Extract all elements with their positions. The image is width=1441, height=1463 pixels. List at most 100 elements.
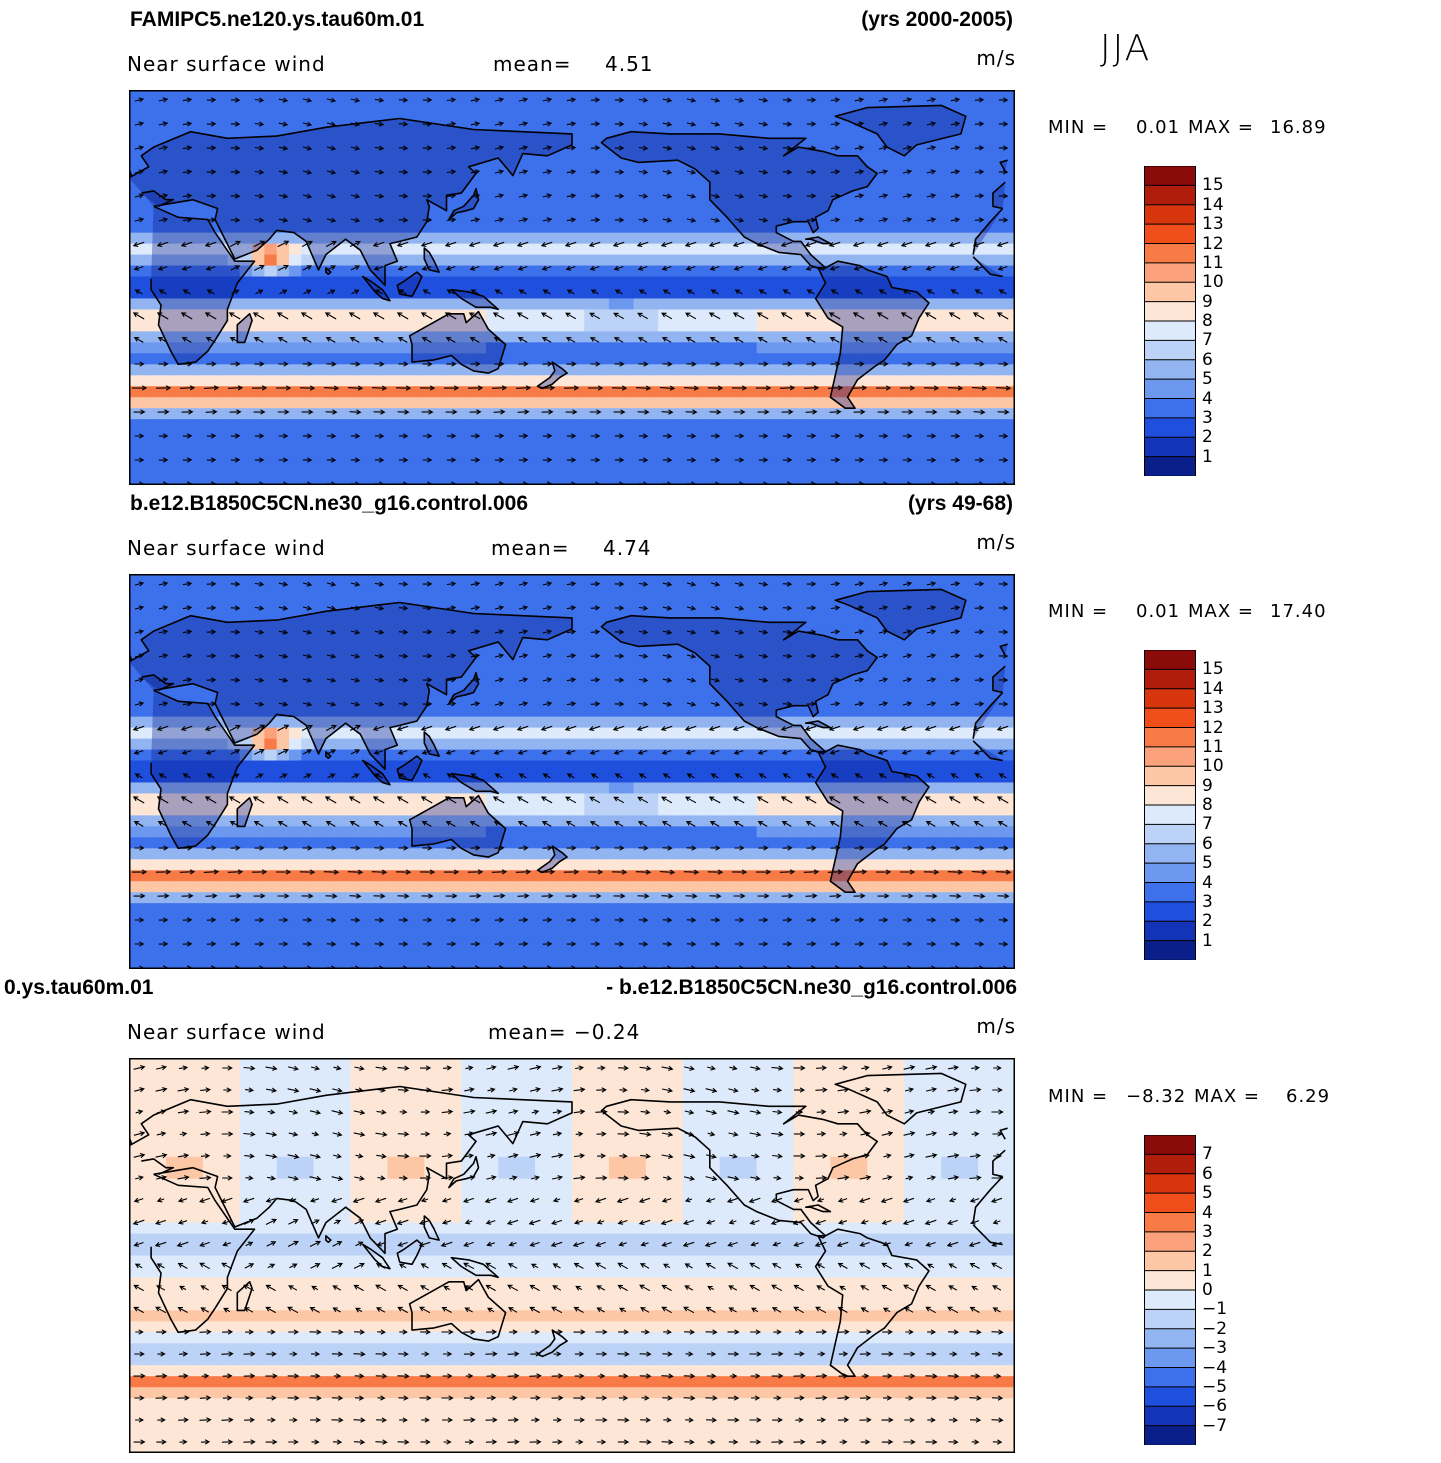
colorbar-tick-label: −5 — [1202, 1376, 1228, 1397]
colorbar-swatch — [1144, 1212, 1196, 1233]
panel-2-max-label: MAX = — [1188, 601, 1254, 622]
colorbar-tick-label: 7 — [1202, 330, 1213, 351]
colorbar-swatch — [1144, 650, 1196, 671]
colorbar-swatch — [1144, 456, 1196, 476]
colorbar-swatch — [1144, 688, 1196, 709]
colorbar-swatch — [1144, 359, 1196, 380]
continent-outlines — [129, 588, 1008, 893]
colorbar-tick-label: 4 — [1202, 1202, 1213, 1223]
panel-2-case-name: b.e12.B1850C5CN.ne30_g16.control.006 — [130, 492, 529, 515]
colorbar-tick-label: −2 — [1202, 1318, 1228, 1339]
colorbar-tick-label: 1 — [1202, 446, 1213, 467]
colorbar-tick-label: 4 — [1202, 388, 1213, 409]
colorbar-tick-label: 3 — [1202, 1221, 1213, 1242]
colorbar-swatch — [1144, 378, 1196, 400]
colorbar-swatch — [1144, 823, 1196, 845]
panel-1-units: m/s — [976, 46, 1016, 70]
panel-1-wind-map — [129, 90, 1015, 485]
panel-3-min-label: MIN = — [1048, 1086, 1109, 1107]
panel-3-min-value: −8.32 — [1126, 1086, 1187, 1107]
colorbar-tick-label: 7 — [1202, 814, 1213, 835]
panel-3-colorbar-labels: 7 6 5 4 3 2 1 0 −1 −2 −3 −4 −5 −6 −7 — [1202, 1135, 1262, 1445]
panel-3-wind-map — [129, 1058, 1015, 1453]
panel-2-colorbar-labels: 15 14 13 12 11 10 9 8 7 6 5 4 3 2 1 — [1202, 650, 1262, 960]
colorbar-swatch — [1144, 804, 1196, 826]
colorbar-tick-label: 10 — [1202, 272, 1224, 293]
colorbar-tick-label: −7 — [1202, 1415, 1228, 1436]
colorbar-tick-label: 15 — [1202, 175, 1224, 196]
colorbar-tick-label: −3 — [1202, 1338, 1228, 1359]
colorbar-swatch — [1144, 920, 1196, 942]
colorbar-swatch — [1144, 320, 1196, 342]
colorbar-tick-label: 15 — [1202, 659, 1224, 680]
colorbar-tick-label: 9 — [1202, 291, 1213, 312]
colorbar-swatch — [1144, 785, 1196, 806]
panel-2-max-value: 17.40 — [1270, 601, 1327, 622]
colorbar-tick-label: 6 — [1202, 349, 1213, 370]
colorbar-tick-label: 2 — [1202, 1241, 1213, 1262]
panel-3-colorbar — [1144, 1135, 1196, 1445]
colorbar-swatch — [1144, 1270, 1196, 1291]
panel-1-colorbar-labels: 15 14 13 12 11 10 9 8 7 6 5 4 3 2 1 — [1202, 166, 1262, 476]
panel-2-wind-map — [129, 574, 1015, 969]
colorbar-tick-label: 5 — [1202, 1183, 1213, 1204]
colorbar-tick-label: 6 — [1202, 833, 1213, 854]
colorbar-tick-label: 3 — [1202, 891, 1213, 912]
colorbar-tick-label: 8 — [1202, 311, 1213, 331]
panel-1-max-label: MAX = — [1188, 117, 1254, 138]
colorbar-swatch — [1144, 398, 1196, 419]
wind-speed-field — [129, 90, 1015, 485]
colorbar-tick-label: 11 — [1202, 736, 1224, 757]
colorbar-tick-label: 2 — [1202, 911, 1213, 932]
colorbar-swatch — [1144, 1405, 1196, 1427]
colorbar-tick-label: 14 — [1202, 678, 1224, 699]
panel-2-mean-value: 4.74 — [603, 536, 652, 560]
panel-1-mean-value: 4.51 — [605, 52, 654, 76]
wind-speed-field — [129, 574, 1015, 969]
panel-3-max-label: MAX = — [1194, 1086, 1260, 1107]
panel-3-variable: Near surface wind — [127, 1020, 326, 1044]
colorbar-tick-label: 9 — [1202, 775, 1213, 796]
colorbar-swatch — [1144, 1386, 1196, 1408]
colorbar-swatch — [1144, 1308, 1196, 1330]
colorbar-tick-label: 4 — [1202, 872, 1213, 893]
panel-2-years: (yrs 49-68) — [907, 492, 1013, 515]
map-frame — [129, 574, 1015, 969]
colorbar-swatch — [1144, 1367, 1196, 1388]
colorbar-swatch — [1144, 1231, 1196, 1253]
colorbar-swatch — [1144, 1250, 1196, 1272]
panel-3-mean-label: mean= — [488, 1020, 567, 1044]
panel-1-min-value: 0.01 — [1136, 117, 1181, 138]
panel-2-variable: Near surface wind — [127, 536, 326, 560]
colorbar-swatch — [1144, 1289, 1196, 1311]
colorbar-tick-label: 10 — [1202, 756, 1224, 777]
panel-2-mean-label: mean= — [491, 536, 570, 560]
panel-2-colorbar — [1144, 650, 1196, 960]
colorbar-tick-label: 12 — [1202, 233, 1224, 254]
panel-1-years: (yrs 2000-2005) — [861, 8, 1013, 31]
colorbar-swatch — [1144, 262, 1196, 284]
colorbar-swatch — [1144, 901, 1196, 923]
colorbar-tick-label: 5 — [1202, 369, 1213, 390]
colorbar-tick-label: 2 — [1202, 427, 1213, 448]
panel-2-min-value: 0.01 — [1136, 601, 1181, 622]
colorbar-swatch — [1144, 281, 1196, 303]
map-frame — [129, 1058, 1015, 1453]
colorbar-tick-label: 11 — [1202, 252, 1224, 273]
colorbar-tick-label: 1 — [1202, 1260, 1213, 1281]
colorbar-swatch — [1144, 746, 1196, 768]
season-label: JJA — [1100, 28, 1152, 69]
colorbar-swatch — [1144, 204, 1196, 225]
colorbar-swatch — [1144, 339, 1196, 361]
colorbar-swatch — [1144, 223, 1196, 245]
colorbar-swatch — [1144, 1192, 1196, 1214]
panel-3-units: m/s — [976, 1014, 1016, 1038]
colorbar-swatch — [1144, 166, 1196, 187]
panel-1-case-name: FAMIPC5.ne120.ys.tau60m.01 — [130, 8, 425, 31]
colorbar-tick-label: 7 — [1202, 1144, 1213, 1165]
continent-outlines — [129, 104, 1008, 409]
panel-1-max-value: 16.89 — [1270, 117, 1327, 138]
colorbar-swatch — [1144, 1425, 1196, 1445]
panel-1-variable: Near surface wind — [127, 52, 326, 76]
colorbar-swatch — [1144, 940, 1196, 960]
